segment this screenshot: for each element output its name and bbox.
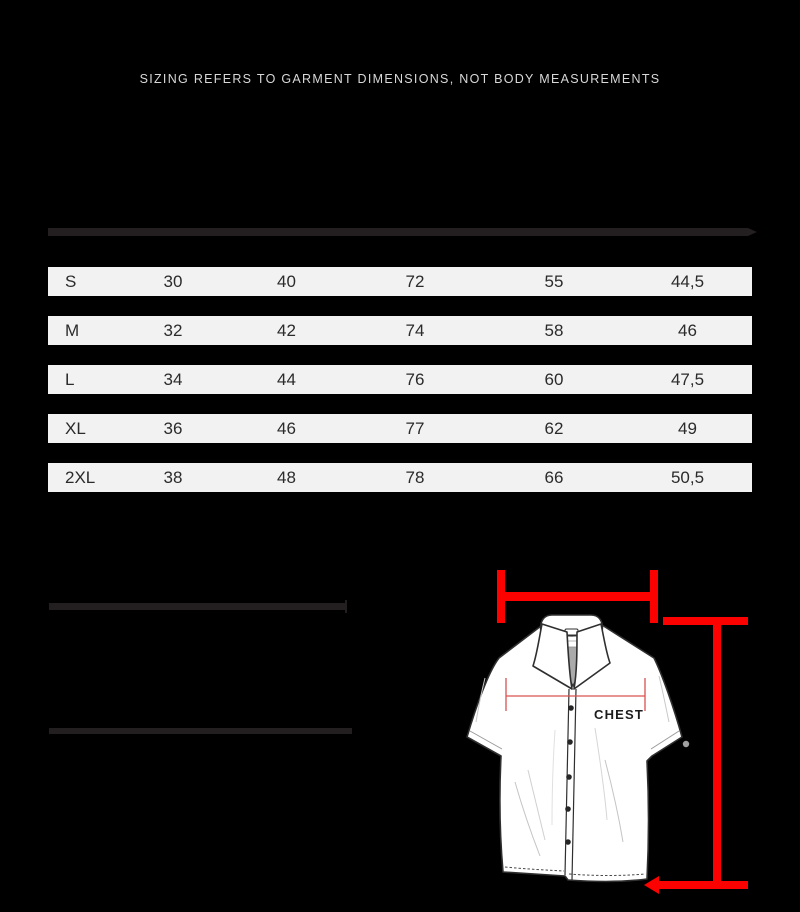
value-cell: 78 bbox=[405, 467, 425, 487]
size-cell: 2XL bbox=[65, 467, 96, 487]
value-cell: 32 bbox=[163, 320, 183, 340]
value-cell: 48 bbox=[277, 467, 296, 487]
value-cell: 66 bbox=[544, 467, 564, 487]
length-measure-bottom-cap bbox=[658, 881, 748, 889]
header-bar-arrow-tip bbox=[748, 228, 757, 236]
value-cell: 77 bbox=[405, 418, 425, 438]
value-cell: 74 bbox=[405, 320, 425, 340]
value-cell: 76 bbox=[405, 369, 425, 389]
length-measure-bar bbox=[713, 617, 721, 889]
value-cell: 42 bbox=[277, 320, 296, 340]
value-cell: 50,5 bbox=[670, 467, 705, 487]
value-cell: 72 bbox=[405, 271, 425, 291]
divider-bar-upper bbox=[49, 600, 347, 613]
size-row-l: L 34 44 76 60 47,5 bbox=[48, 365, 752, 394]
value-cell: 60 bbox=[544, 369, 564, 389]
length-measure-arrow-icon bbox=[644, 876, 659, 894]
size-cell: S bbox=[65, 271, 77, 291]
size-row-2xl: 2XL 38 48 78 66 50,5 bbox=[48, 463, 752, 492]
width-measure-bar bbox=[497, 592, 658, 601]
value-cell: 58 bbox=[544, 320, 564, 340]
divider-bar-tick bbox=[345, 600, 347, 613]
chest-measure-line bbox=[505, 678, 646, 711]
size-row-m: M 32 42 74 58 46 bbox=[48, 316, 752, 345]
size-cell: M bbox=[65, 320, 80, 340]
value-cell: 34 bbox=[163, 369, 183, 389]
value-cell: 38 bbox=[163, 467, 183, 487]
value-cell: 36 bbox=[163, 418, 183, 438]
value-cell: 49 bbox=[678, 418, 697, 438]
size-chart-table: S 30 40 72 55 44,5 M 32 42 74 58 46 L 34… bbox=[48, 267, 752, 512]
size-cell: XL bbox=[65, 418, 86, 438]
value-cell: 30 bbox=[163, 271, 183, 291]
value-cell: 44 bbox=[277, 369, 296, 389]
value-cell: 46 bbox=[277, 418, 296, 438]
size-cell: L bbox=[65, 369, 75, 389]
value-cell: 40 bbox=[277, 271, 296, 291]
value-cell: 47,5 bbox=[670, 369, 705, 389]
length-measure-top-cap bbox=[663, 617, 748, 625]
value-cell: 44,5 bbox=[670, 271, 705, 291]
table-header-bar bbox=[48, 228, 757, 236]
sizing-notice: SIZING REFERS TO GARMENT DIMENSIONS, NOT… bbox=[139, 72, 661, 86]
size-row-xl: XL 36 46 77 62 49 bbox=[48, 414, 752, 443]
size-row-s: S 30 40 72 55 44,5 bbox=[48, 267, 752, 296]
value-cell: 46 bbox=[678, 320, 697, 340]
shirt-illustration-icon bbox=[466, 614, 690, 883]
chest-label: CHEST bbox=[594, 707, 645, 722]
value-cell: 55 bbox=[544, 271, 564, 291]
divider-bar-lower bbox=[49, 728, 352, 734]
value-cell: 62 bbox=[544, 418, 564, 438]
